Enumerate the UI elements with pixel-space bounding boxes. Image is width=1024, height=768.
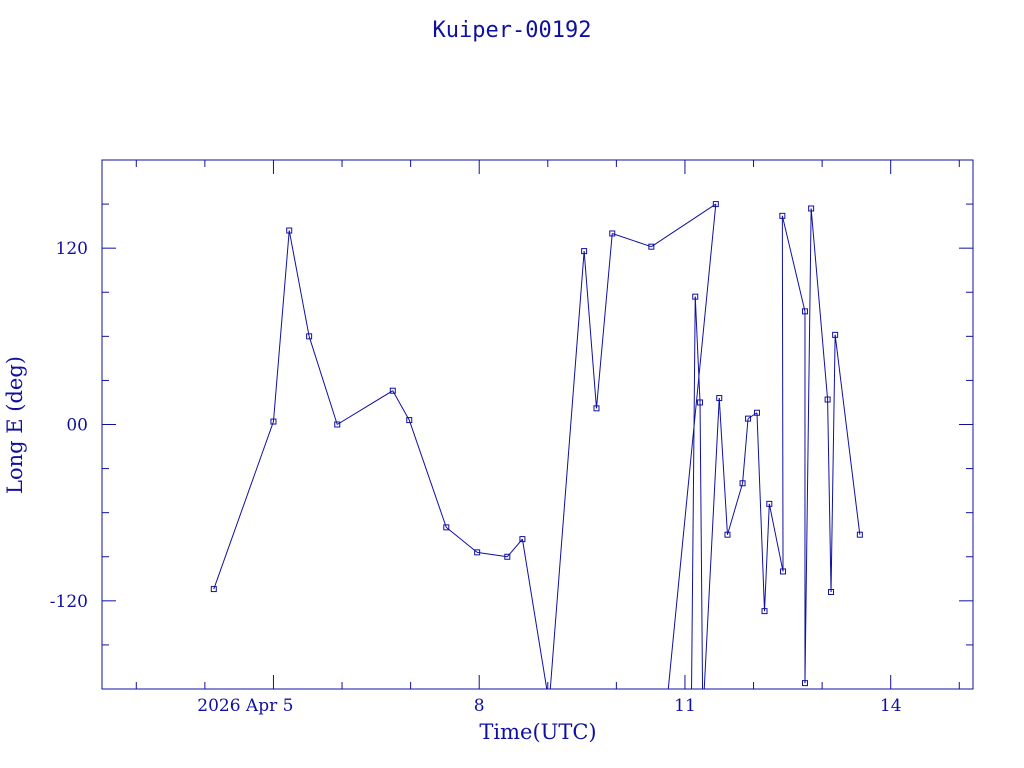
- data-point: [766, 500, 773, 507]
- data-point: [286, 227, 293, 234]
- data-point: [519, 536, 526, 543]
- series-segment: [756, 412, 766, 612]
- data-point: [724, 531, 731, 538]
- data-point: [832, 331, 839, 338]
- series-segment: [651, 203, 717, 248]
- series-segment: [583, 251, 597, 409]
- data-point: [270, 418, 277, 425]
- series-segment: [336, 390, 394, 425]
- series-segment: [742, 418, 749, 484]
- series-segment: [445, 526, 478, 553]
- series-segment: [718, 398, 728, 535]
- y-tick-label: 00: [66, 416, 88, 436]
- data-point: [779, 212, 786, 219]
- data-point: [389, 387, 396, 394]
- y-tick-label: -120: [50, 592, 88, 612]
- data-point: [504, 553, 511, 560]
- series-segment: [726, 483, 744, 535]
- series-segment: [804, 208, 812, 684]
- series-segment: [595, 233, 613, 409]
- data-point: [334, 421, 341, 428]
- data-point: [443, 524, 450, 531]
- data-point: [856, 531, 863, 538]
- data-point: [828, 589, 835, 596]
- plot-frame: [101, 159, 974, 690]
- series-segment: [664, 729, 691, 733]
- series-segment: [213, 421, 274, 590]
- x-tick-label: 2026 Apr 5: [197, 696, 293, 716]
- data-point: [739, 480, 746, 487]
- series-segment: [810, 208, 829, 400]
- x-tick-label: 14: [880, 696, 902, 716]
- data-point: [716, 395, 723, 402]
- x-tick-label: 11: [674, 696, 696, 716]
- data-point: [808, 205, 815, 212]
- data-point: [593, 405, 600, 412]
- series-layer: [213, 203, 861, 733]
- data-point: [745, 415, 752, 422]
- series-segment: [781, 215, 806, 312]
- axis-tick-labels: 2026 Apr 5 8 11 14 120 00 -120: [50, 239, 902, 716]
- data-point: [712, 201, 719, 208]
- chart-title: Kuiper-00192: [433, 18, 592, 43]
- series-segment: [477, 551, 508, 558]
- series-segment: [834, 334, 861, 535]
- series-segment: [392, 390, 410, 421]
- series-segment: [549, 251, 585, 689]
- series-segment: [699, 402, 704, 689]
- series-segment: [747, 412, 758, 420]
- data-point: [780, 568, 787, 575]
- series-segment: [691, 296, 696, 689]
- series-segment: [827, 399, 832, 593]
- series-segment: [781, 215, 784, 572]
- x-tick-label: 8: [474, 696, 485, 716]
- data-point: [761, 608, 768, 615]
- data-point: [697, 399, 704, 406]
- points-layer: [210, 201, 863, 687]
- series-segment: [521, 539, 548, 689]
- data-point: [306, 333, 313, 340]
- series-segment: [308, 336, 338, 425]
- data-point: [692, 293, 699, 300]
- data-point: [753, 409, 760, 416]
- axis-ticks: [102, 160, 973, 689]
- data-point: [801, 308, 808, 315]
- series-segment: [694, 296, 701, 403]
- data-point: [609, 230, 616, 237]
- series-segment: [830, 334, 836, 593]
- series-segment: [768, 503, 784, 572]
- series-segment: [288, 230, 310, 337]
- data-point: [581, 248, 588, 255]
- data-point: [406, 417, 413, 424]
- data-point: [824, 396, 831, 403]
- series-segment: [272, 230, 290, 422]
- series-segment: [612, 232, 652, 248]
- series-segment: [764, 503, 770, 612]
- data-point: [474, 549, 481, 556]
- series-segment: [408, 419, 447, 528]
- y-axis-label: Long E (deg): [3, 356, 27, 494]
- series-segment: [667, 204, 717, 689]
- data-point: [801, 680, 808, 687]
- x-axis-label: Time(UTC): [479, 720, 596, 744]
- series-line: [213, 203, 861, 733]
- y-tick-label: 120: [56, 239, 88, 259]
- data-point: [210, 586, 217, 593]
- series-segment: [703, 398, 720, 689]
- data-point: [648, 243, 655, 250]
